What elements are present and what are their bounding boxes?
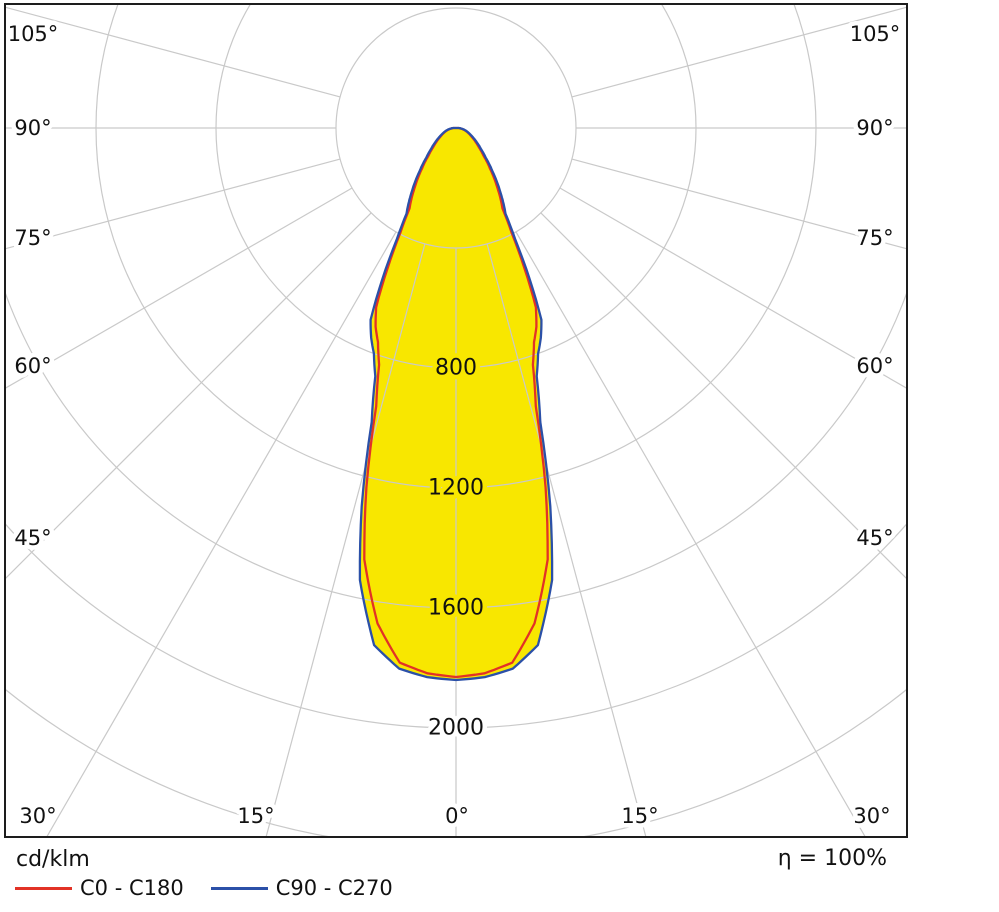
angle-tick-label-right: 90° xyxy=(856,116,893,140)
radial-tick-label: 1200 xyxy=(428,476,484,501)
radial-tick-label: 2000 xyxy=(428,716,484,741)
radial-tick-label: 800 xyxy=(435,356,477,381)
legend-label-c0-c180: C0 - C180 xyxy=(80,876,184,900)
legend-item-c90-c270: C90 - C270 xyxy=(210,876,393,900)
legend-item-c0-c180: C0 - C180 xyxy=(15,876,184,900)
legend-label-c90-c270: C90 - C270 xyxy=(275,876,393,900)
angle-tick-label-left: 105° xyxy=(8,22,59,46)
angle-tick-label-left: 75° xyxy=(14,226,51,250)
units-label: cd/klm xyxy=(16,847,90,872)
angle-tick-label-bottom: 0° xyxy=(445,804,469,828)
angle-tick-label-right: 75° xyxy=(856,226,893,250)
polar-photometric-chart: 800 1200 1600 2000 105° 105° 90° 90° 75° 75° 60° 60… xyxy=(3,3,908,838)
angle-tick-label-bottom: 15° xyxy=(621,804,658,828)
curve-c90-c270 xyxy=(358,126,554,682)
plot-border xyxy=(4,3,908,838)
angle-tick-label-left: 60° xyxy=(14,354,51,378)
angle-tick-label-bottom: 30° xyxy=(853,804,890,828)
efficiency-label: η = 100% xyxy=(777,846,887,871)
angle-tick-label-right: 45° xyxy=(856,526,893,550)
angle-tick-label-left: 90° xyxy=(14,116,51,140)
angle-tick-label-right: 105° xyxy=(850,22,901,46)
legend-line-c0-c180 xyxy=(15,886,72,890)
legend: C0 - C180 C90 - C270 xyxy=(15,876,393,900)
angle-tick-label-bottom: 30° xyxy=(19,804,56,828)
radial-tick-label: 1600 xyxy=(428,596,484,621)
angle-tick-label-right: 60° xyxy=(856,354,893,378)
legend-line-c90-c270 xyxy=(210,886,268,890)
polar-grid xyxy=(4,3,908,838)
plot-area xyxy=(4,3,908,838)
angle-tick-label-left: 45° xyxy=(14,526,51,550)
angle-tick-label-bottom: 15° xyxy=(237,804,274,828)
